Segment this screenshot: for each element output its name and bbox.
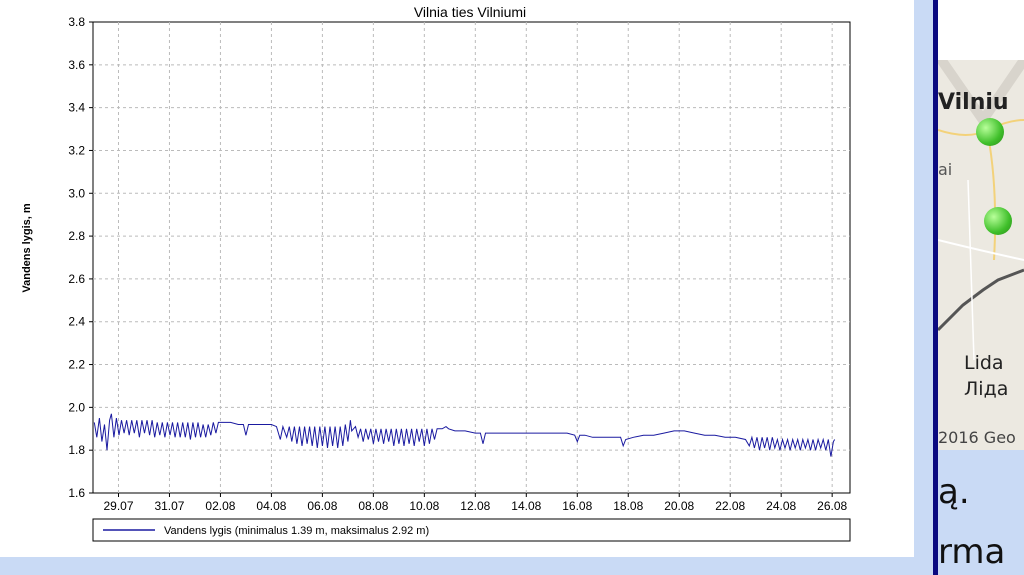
y-tick-label: 1.6 [68,486,85,500]
vertical-divider [933,0,938,575]
y-tick-label: 2.2 [68,358,85,372]
x-tick-label: 10.08 [409,499,439,513]
y-tick-label: 2.4 [68,315,85,329]
legend-box [92,518,851,542]
y-tick-label: 3.4 [68,101,85,115]
y-tick-label: 2.6 [68,272,85,286]
plot-area [92,21,851,494]
y-tick-label: 3.2 [68,143,85,157]
x-tick-label: 24.08 [766,499,796,513]
x-tick-label: 29.07 [103,499,133,513]
chart-title: Vilnia ties Vilniumi [414,4,526,20]
x-tick-label: 14.08 [511,499,541,513]
chart-panel: Vilnia ties Vilniumi Vandens lygis, m 1.… [0,0,914,557]
map-label-lida: Lida [964,352,1004,374]
legend-label: Vandens lygis (minimalus 1.39 m, maksima… [164,525,429,537]
map-thumbnail[interactable]: Vilniu ai Lida Ліда 2016 Geo [938,60,1024,450]
text-fragment-2: rma [938,532,1006,572]
x-tick-label: 08.08 [358,499,388,513]
x-tick-label: 20.08 [664,499,694,513]
water-level-chart: Vilnia ties Vilniumi Vandens lygis, m 1.… [21,4,851,542]
y-tick-label: 3.0 [68,186,85,200]
grid-lines [93,22,850,493]
x-tick-label: 12.08 [460,499,490,513]
x-tick-label: 22.08 [715,499,745,513]
text-fragment-1: ą. [938,472,970,512]
map-marker-2[interactable] [984,207,1012,235]
y-tick-label: 2.8 [68,229,85,243]
map-header-blank [938,0,1024,60]
x-tick-label: 04.08 [256,499,286,513]
y-tick-labels: 1.6 1.8 2.0 2.2 2.4 2.6 2.8 3.0 3.2 3.4 3.6 3.8 [68,15,93,500]
map-label-lida-cyrillic: Ліда [964,378,1009,400]
map-copyright: 2016 Geo [938,428,1016,447]
legend: Vandens lygis (minimalus 1.39 m, maksima… [92,518,851,542]
x-tick-labels: 29.07 31.07 02.08 04.08 06.08 08.08 10.08 12.08… [103,493,847,513]
map-marker-1[interactable] [976,118,1004,146]
y-tick-label: 3.8 [68,15,85,29]
y-axis-label: Vandens lygis, m [21,203,33,292]
y-tick-label: 1.8 [68,443,85,457]
x-tick-label: 18.08 [613,499,643,513]
x-tick-label: 06.08 [307,499,337,513]
series-line-water-level [93,413,836,457]
x-tick-label: 26.08 [817,499,847,513]
x-tick-label: 31.07 [154,499,184,513]
y-tick-label: 2.0 [68,400,85,414]
map-label-vilnius: Vilniu [938,90,1009,115]
x-tick-label: 02.08 [205,499,235,513]
y-tick-label: 3.6 [68,58,85,72]
side-text-area: ą. rma [938,450,1024,575]
x-tick-label: 16.08 [562,499,592,513]
map-label-ai: ai [938,160,953,179]
